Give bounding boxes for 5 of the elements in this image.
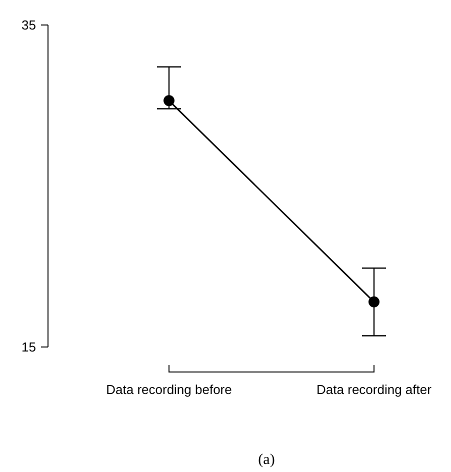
x-tick-label: Data recording after [316,382,432,397]
x-tick-label: Data recording before [106,382,232,397]
text: (a) [258,452,275,468]
y-tick-label: 35 [22,18,36,33]
y-tick-label: 15 [22,340,36,355]
